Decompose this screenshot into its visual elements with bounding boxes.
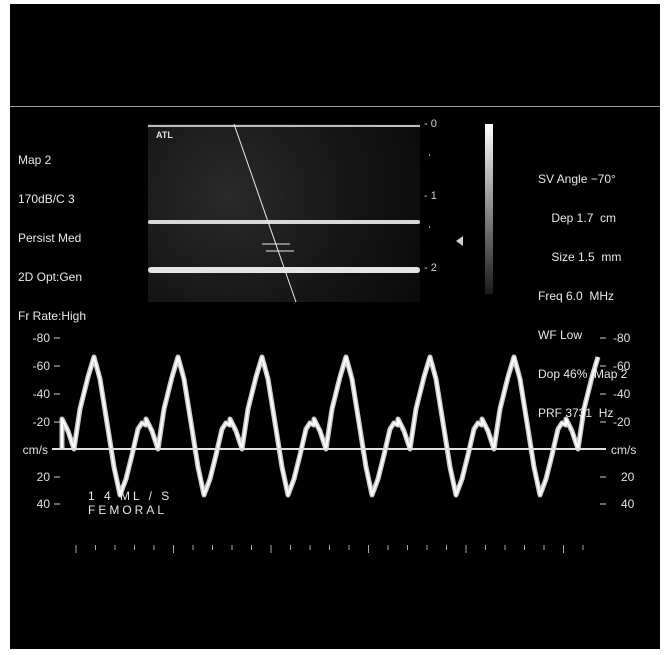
left-tick-minus80: -80: [32, 331, 50, 345]
sample-size: Size 1.5 mm: [538, 250, 622, 264]
grayscale-bar: [485, 124, 493, 294]
header-separator: [10, 106, 660, 107]
right-tick-minus20: -20: [613, 415, 631, 429]
depth-mark-0: - 0: [424, 118, 437, 130]
graphics-overlay: [52, 123, 606, 553]
right-tick-minus80: -80: [613, 331, 631, 345]
doppler-cursor-line: [233, 123, 297, 303]
frequency: Freq 6.0 MHz: [538, 289, 615, 303]
annotation-label: 1 4 ML / S FEMORAL: [88, 489, 172, 517]
vessel-near-wall: [148, 220, 420, 224]
right-tick-minus40: -40: [613, 387, 631, 401]
right-tick-minus60: -60: [613, 359, 631, 373]
doppler-parameters-right: SV Angle −70° Dep 1.7 cm Size 1.5 mm Fre…: [538, 147, 627, 446]
vessel-far-wall: [148, 267, 420, 273]
focus-marker-icon: [456, 236, 463, 246]
right-unit: cm/s: [611, 443, 637, 457]
right-tick-20: 20: [621, 470, 635, 484]
depth-scale-ticks: [429, 154, 430, 228]
map-setting: Map 2: [18, 153, 52, 167]
depth-mark-2: - 2: [424, 262, 437, 274]
left-tick-20: 20: [36, 470, 50, 484]
sv-angle: SV Angle −70°: [538, 172, 616, 186]
doppler-spectrum: [59, 354, 601, 498]
dynamic-range: 170dB/C 3: [18, 192, 75, 206]
axis-ticks: [54, 337, 606, 505]
left-tick-minus60: -60: [32, 359, 50, 373]
atl-logo: ATL: [156, 130, 173, 140]
vessel-annotation: FEMORAL: [88, 503, 168, 517]
right-tick-40: 40: [621, 497, 635, 511]
doppler-gain: Dop 46% Map 2: [538, 367, 628, 381]
ultrasound-screen: Map 2 170dB/C 3 Persist Med 2D Opt:Gen F…: [10, 4, 660, 649]
time-scale-ticks: [75, 545, 584, 553]
frame-rate: Fr Rate:High: [18, 309, 87, 323]
left-unit: cm/s: [22, 443, 48, 457]
left-tick-40: 40: [36, 497, 50, 511]
left-tick-minus40: -40: [32, 387, 50, 401]
2d-optimization: 2D Opt:Gen: [18, 270, 83, 284]
wall-filter: WF Low: [538, 328, 583, 342]
flow-annotation: 1 4 ML / S: [88, 489, 173, 503]
persistence: Persist Med: [18, 231, 82, 245]
imaging-parameters-left: Map 2 170dB/C 3 Persist Med 2D Opt:Gen F…: [18, 128, 86, 349]
left-tick-minus20: -20: [32, 415, 50, 429]
sample-depth: Dep 1.7 cm: [538, 211, 617, 225]
depth-mark-1: - 1: [424, 190, 437, 202]
